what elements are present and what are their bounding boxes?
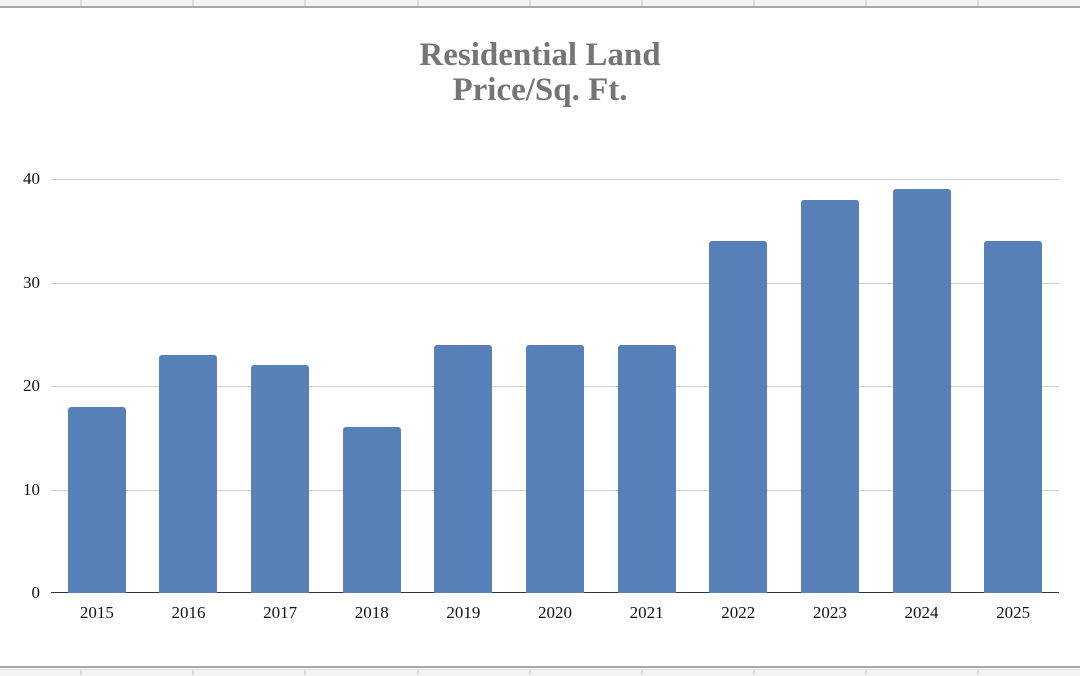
spreadsheet-column-divider [641, 669, 643, 675]
bar-2016[interactable] [159, 354, 218, 593]
x-axis-tick-label: 2021 [629, 603, 664, 622]
spreadsheet-column-divider [417, 0, 419, 6]
plot-area [51, 179, 1059, 593]
gridline [51, 179, 1059, 180]
spreadsheet-column-divider [977, 669, 979, 675]
chart-frame-top-border [0, 6, 1080, 8]
spreadsheet-column-divider [753, 669, 755, 675]
spreadsheet-column-divider [80, 669, 82, 675]
bar-2015[interactable] [67, 406, 126, 593]
spreadsheet-column-divider [192, 669, 194, 675]
spreadsheet-column-divider [865, 0, 867, 6]
spreadsheet-column-divider [529, 669, 531, 675]
bar-2023[interactable] [800, 199, 859, 593]
spreadsheet-column-divider [641, 0, 643, 6]
x-axis-tick-label: 2025 [996, 603, 1031, 622]
x-axis-tick-label: 2016 [171, 603, 206, 622]
y-axis-tick-label: 20 [23, 376, 40, 395]
gridline [51, 282, 1059, 284]
bar-2018[interactable] [342, 427, 401, 593]
spreadsheet-column-divider [304, 0, 306, 6]
spreadsheet-column-divider [80, 0, 82, 6]
chart-title: Residential Land Price/Sq. Ft. [0, 38, 1080, 108]
x-axis-tick-label: 2017 [263, 603, 298, 622]
x-axis-tick-label: 2018 [354, 603, 389, 622]
spreadsheet-column-divider [529, 0, 531, 6]
spreadsheet-column-divider [304, 669, 306, 675]
bar-2019[interactable] [434, 344, 493, 593]
x-axis-tick-label: 2020 [538, 603, 572, 622]
chart-title-line-1: Residential Land [419, 37, 661, 73]
x-axis-tick-label: 2019 [446, 603, 481, 622]
spreadsheet-column-divider [417, 669, 419, 675]
bar-2020[interactable] [526, 344, 584, 593]
bar-2025[interactable] [984, 241, 1043, 593]
x-axis-tick-label: 2022 [721, 603, 756, 622]
bar-2024[interactable] [892, 189, 951, 593]
chart-frame-bottom-border [0, 666, 1080, 668]
bar-2022[interactable] [709, 241, 768, 593]
y-axis-tick-label: 10 [23, 479, 40, 499]
spreadsheet-column-divider [753, 0, 755, 6]
bar-2017[interactable] [251, 365, 310, 593]
y-axis-tick-label: 0 [31, 583, 41, 602]
y-axis-tick-label: 30 [23, 272, 40, 292]
chart-title-line-2: Price/Sq. Ft. [452, 72, 628, 108]
spreadsheet-column-divider [192, 0, 194, 6]
bar-2021[interactable] [617, 344, 676, 593]
spreadsheet-column-divider [865, 669, 867, 675]
x-axis-tick-label: 2024 [904, 603, 939, 622]
y-axis-tick-label: 40 [23, 169, 40, 188]
spreadsheet-column-divider [977, 0, 979, 6]
x-axis-tick-label: 2015 [79, 603, 114, 622]
x-axis-tick-label: 2023 [812, 603, 847, 622]
spreadsheet-grid-bottom [0, 669, 1080, 676]
